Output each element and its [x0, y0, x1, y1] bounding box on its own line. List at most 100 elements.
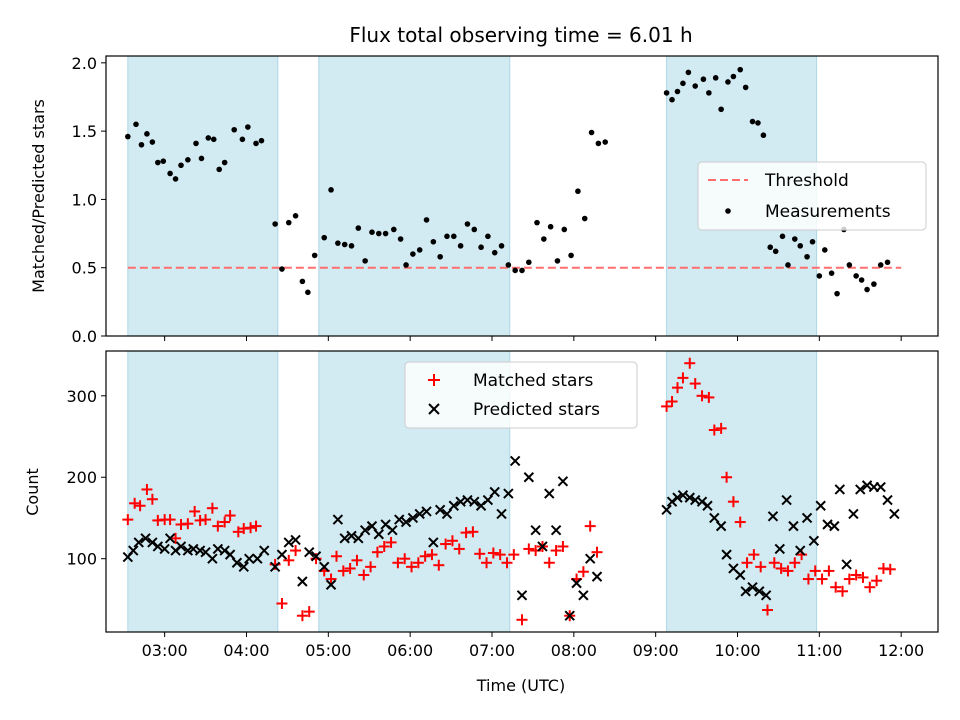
predicted-star-point: [781, 494, 792, 506]
matched-star-point: [523, 543, 535, 555]
legend-predicted-swatch: [428, 403, 440, 415]
measurement-point: [602, 139, 608, 145]
measurement-point: [167, 170, 173, 177]
matched-star-point: [378, 540, 390, 552]
matched-star-point: [146, 493, 158, 505]
predicted-star-point: [808, 535, 820, 546]
predicted-star-point: [889, 508, 900, 520]
chart-title: Flux total observing time = 6.01 h: [349, 23, 692, 47]
matched-star-point: [433, 559, 445, 571]
matched-star-point: [684, 357, 696, 369]
predicted-star-stroke-b: [283, 537, 294, 548]
matched-star-point: [303, 606, 315, 618]
predicted-star-stroke-b: [207, 553, 218, 564]
matched-star-point: [550, 545, 562, 557]
predicted-star-point: [754, 586, 765, 597]
measurement-point: [369, 229, 375, 235]
predicted-star-point: [319, 561, 330, 573]
matched-star-point: [141, 483, 153, 495]
predicted-star-stroke-b: [325, 579, 337, 590]
predicted-star-stroke-b: [834, 484, 846, 495]
panel-count: 03:00 04:00 05:00 06:00 07:00 08:00 09:00 10:00…: [23, 350, 939, 660]
measurement-point: [355, 225, 362, 231]
x-tick-label: 09:00: [633, 641, 679, 660]
predicted-star-stroke-b: [721, 549, 732, 560]
predicted-star-stroke-b: [359, 524, 371, 536]
predicted-star-point: [175, 541, 187, 552]
matched-star-point: [689, 378, 701, 390]
matched-star-point: [344, 562, 356, 574]
y-tick-label: 200: [66, 468, 97, 487]
matched-star-point: [453, 543, 465, 555]
x-tick-label: 05:00: [305, 641, 351, 660]
predicted-star-stroke-b: [152, 541, 164, 552]
measurement-point: [285, 219, 292, 226]
matched-star-point: [164, 514, 176, 526]
predicted-star-stroke-b: [259, 545, 270, 556]
predicted-star-stroke-b: [319, 561, 330, 573]
matched-star-point: [809, 565, 821, 577]
measurement-point: [423, 217, 430, 223]
matched-star-point: [816, 573, 828, 585]
matched-star-point: [250, 520, 262, 532]
predicted-star-point: [489, 486, 500, 498]
measurement-point: [730, 73, 737, 80]
predicted-star-stroke-b: [304, 546, 315, 558]
predicted-star-point: [469, 496, 480, 507]
predicted-star-stroke-b: [200, 546, 211, 558]
predicted-star-point: [448, 500, 460, 511]
matched-star-point: [708, 424, 720, 436]
predicted-star-point: [310, 551, 322, 562]
measurement-point: [700, 76, 707, 83]
predicted-star-point: [875, 481, 886, 493]
predicted-star-point: [564, 610, 575, 621]
measurement-point: [760, 132, 767, 139]
predicted-star-stroke-b: [339, 533, 350, 544]
measurement-point: [172, 176, 179, 182]
predicted-star-point: [414, 508, 425, 520]
measurement-point: [877, 262, 884, 268]
matched-star-point: [283, 554, 295, 566]
predicted-star-stroke-b: [815, 500, 826, 511]
measurement-point: [712, 75, 719, 81]
predicted-star-point: [297, 576, 308, 587]
measurement-point: [138, 141, 145, 148]
measurement-point: [821, 247, 828, 253]
measurement-point: [804, 253, 810, 260]
predicted-star-point: [164, 533, 176, 544]
predicted-star-point: [767, 511, 779, 522]
predicted-star-point: [394, 514, 405, 525]
measurement-point: [809, 238, 816, 245]
y-tick-label: 1.5: [72, 122, 97, 141]
predicted-star-point: [855, 484, 866, 495]
predicted-star-stroke-b: [346, 530, 357, 542]
matched-star-point: [715, 422, 727, 434]
predicted-star-point: [557, 476, 569, 487]
measurement-point: [279, 266, 285, 272]
predicted-star-point: [346, 530, 357, 542]
predicted-star-stroke-b: [310, 551, 322, 562]
legend-ratio-box: [697, 161, 927, 231]
predicted-star-point: [276, 549, 288, 560]
measurement-point: [779, 233, 786, 240]
matched-star-point: [290, 545, 302, 557]
matched-star-point: [325, 573, 337, 585]
legend-ratio: Threshold Measurements: [697, 161, 927, 231]
measurement-point: [328, 187, 334, 193]
matched-star-point: [696, 390, 708, 402]
x-tick-label: 08:00: [551, 641, 597, 660]
predicted-star-stroke-b: [684, 492, 695, 503]
predicted-star-point: [231, 557, 243, 568]
measurement-point: [272, 221, 278, 227]
measurement-point: [416, 247, 423, 253]
measurement-point: [471, 226, 478, 233]
measurement-point: [725, 79, 731, 85]
y-tick-label: 0.0: [72, 327, 97, 346]
x-tick-label: 04:00: [223, 641, 269, 660]
matched-star-point: [703, 391, 715, 403]
predicted-star-stroke-b: [219, 545, 230, 556]
measurement-point: [375, 230, 382, 237]
matched-star-point: [399, 553, 411, 565]
predicted-star-point: [523, 472, 535, 483]
predicted-star-point: [140, 533, 151, 544]
